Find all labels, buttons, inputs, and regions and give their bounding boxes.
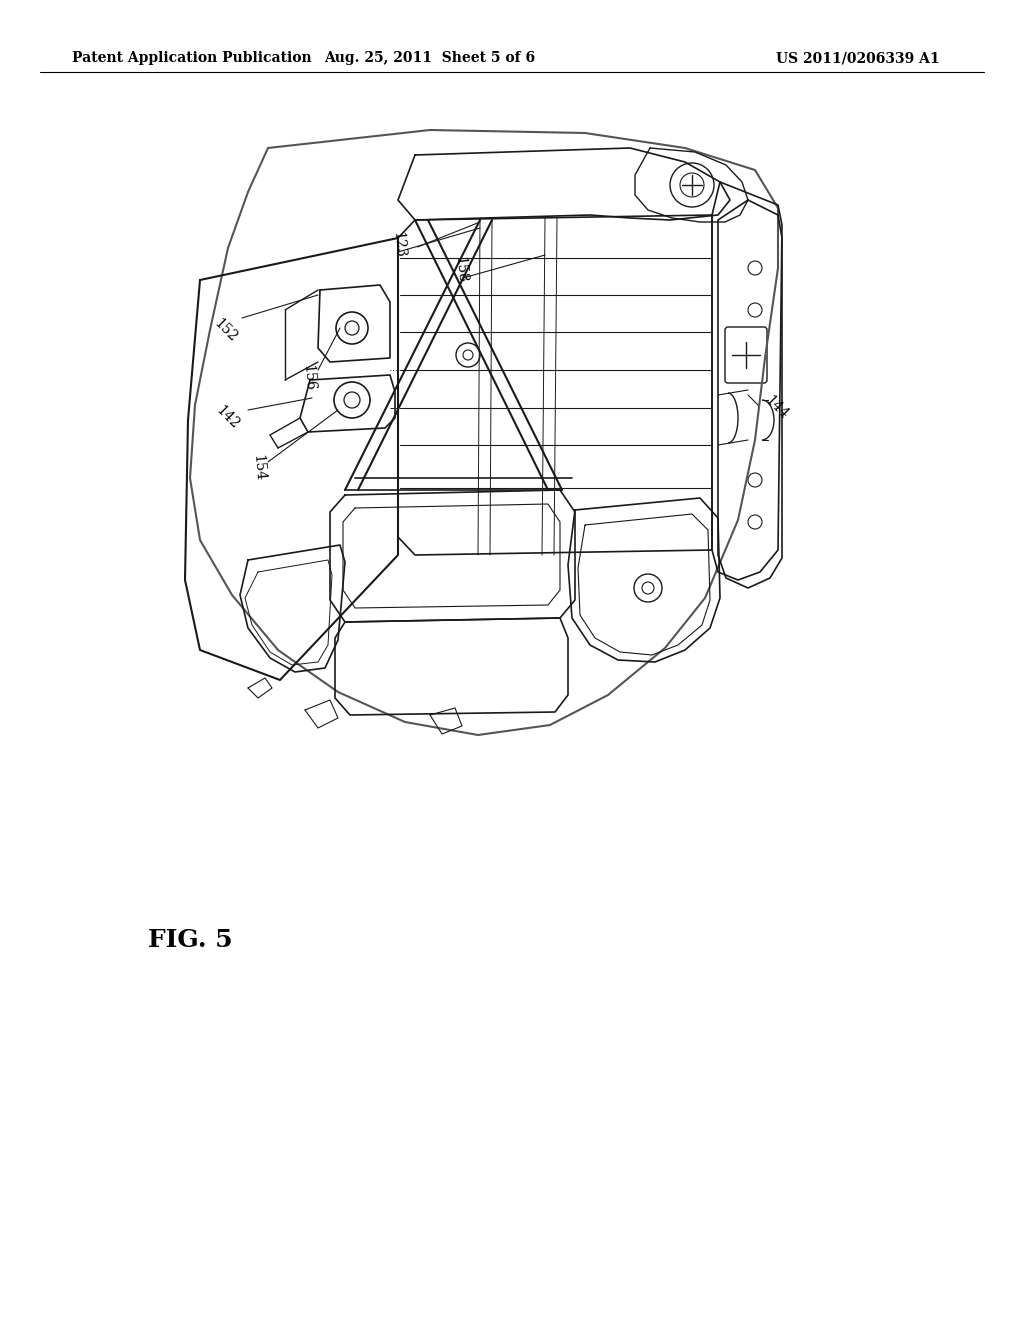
Text: 158: 158 — [452, 256, 468, 284]
Text: 123: 123 — [390, 231, 407, 259]
Text: US 2011/0206339 A1: US 2011/0206339 A1 — [776, 51, 940, 65]
Text: 152: 152 — [211, 315, 240, 345]
Text: Patent Application Publication: Patent Application Publication — [72, 51, 311, 65]
Text: 156: 156 — [300, 364, 316, 392]
Text: 144: 144 — [762, 393, 791, 422]
Text: Aug. 25, 2011  Sheet 5 of 6: Aug. 25, 2011 Sheet 5 of 6 — [325, 51, 536, 65]
Text: 154: 154 — [250, 454, 266, 482]
Text: FIG. 5: FIG. 5 — [148, 928, 232, 952]
Text: 142: 142 — [214, 404, 243, 433]
